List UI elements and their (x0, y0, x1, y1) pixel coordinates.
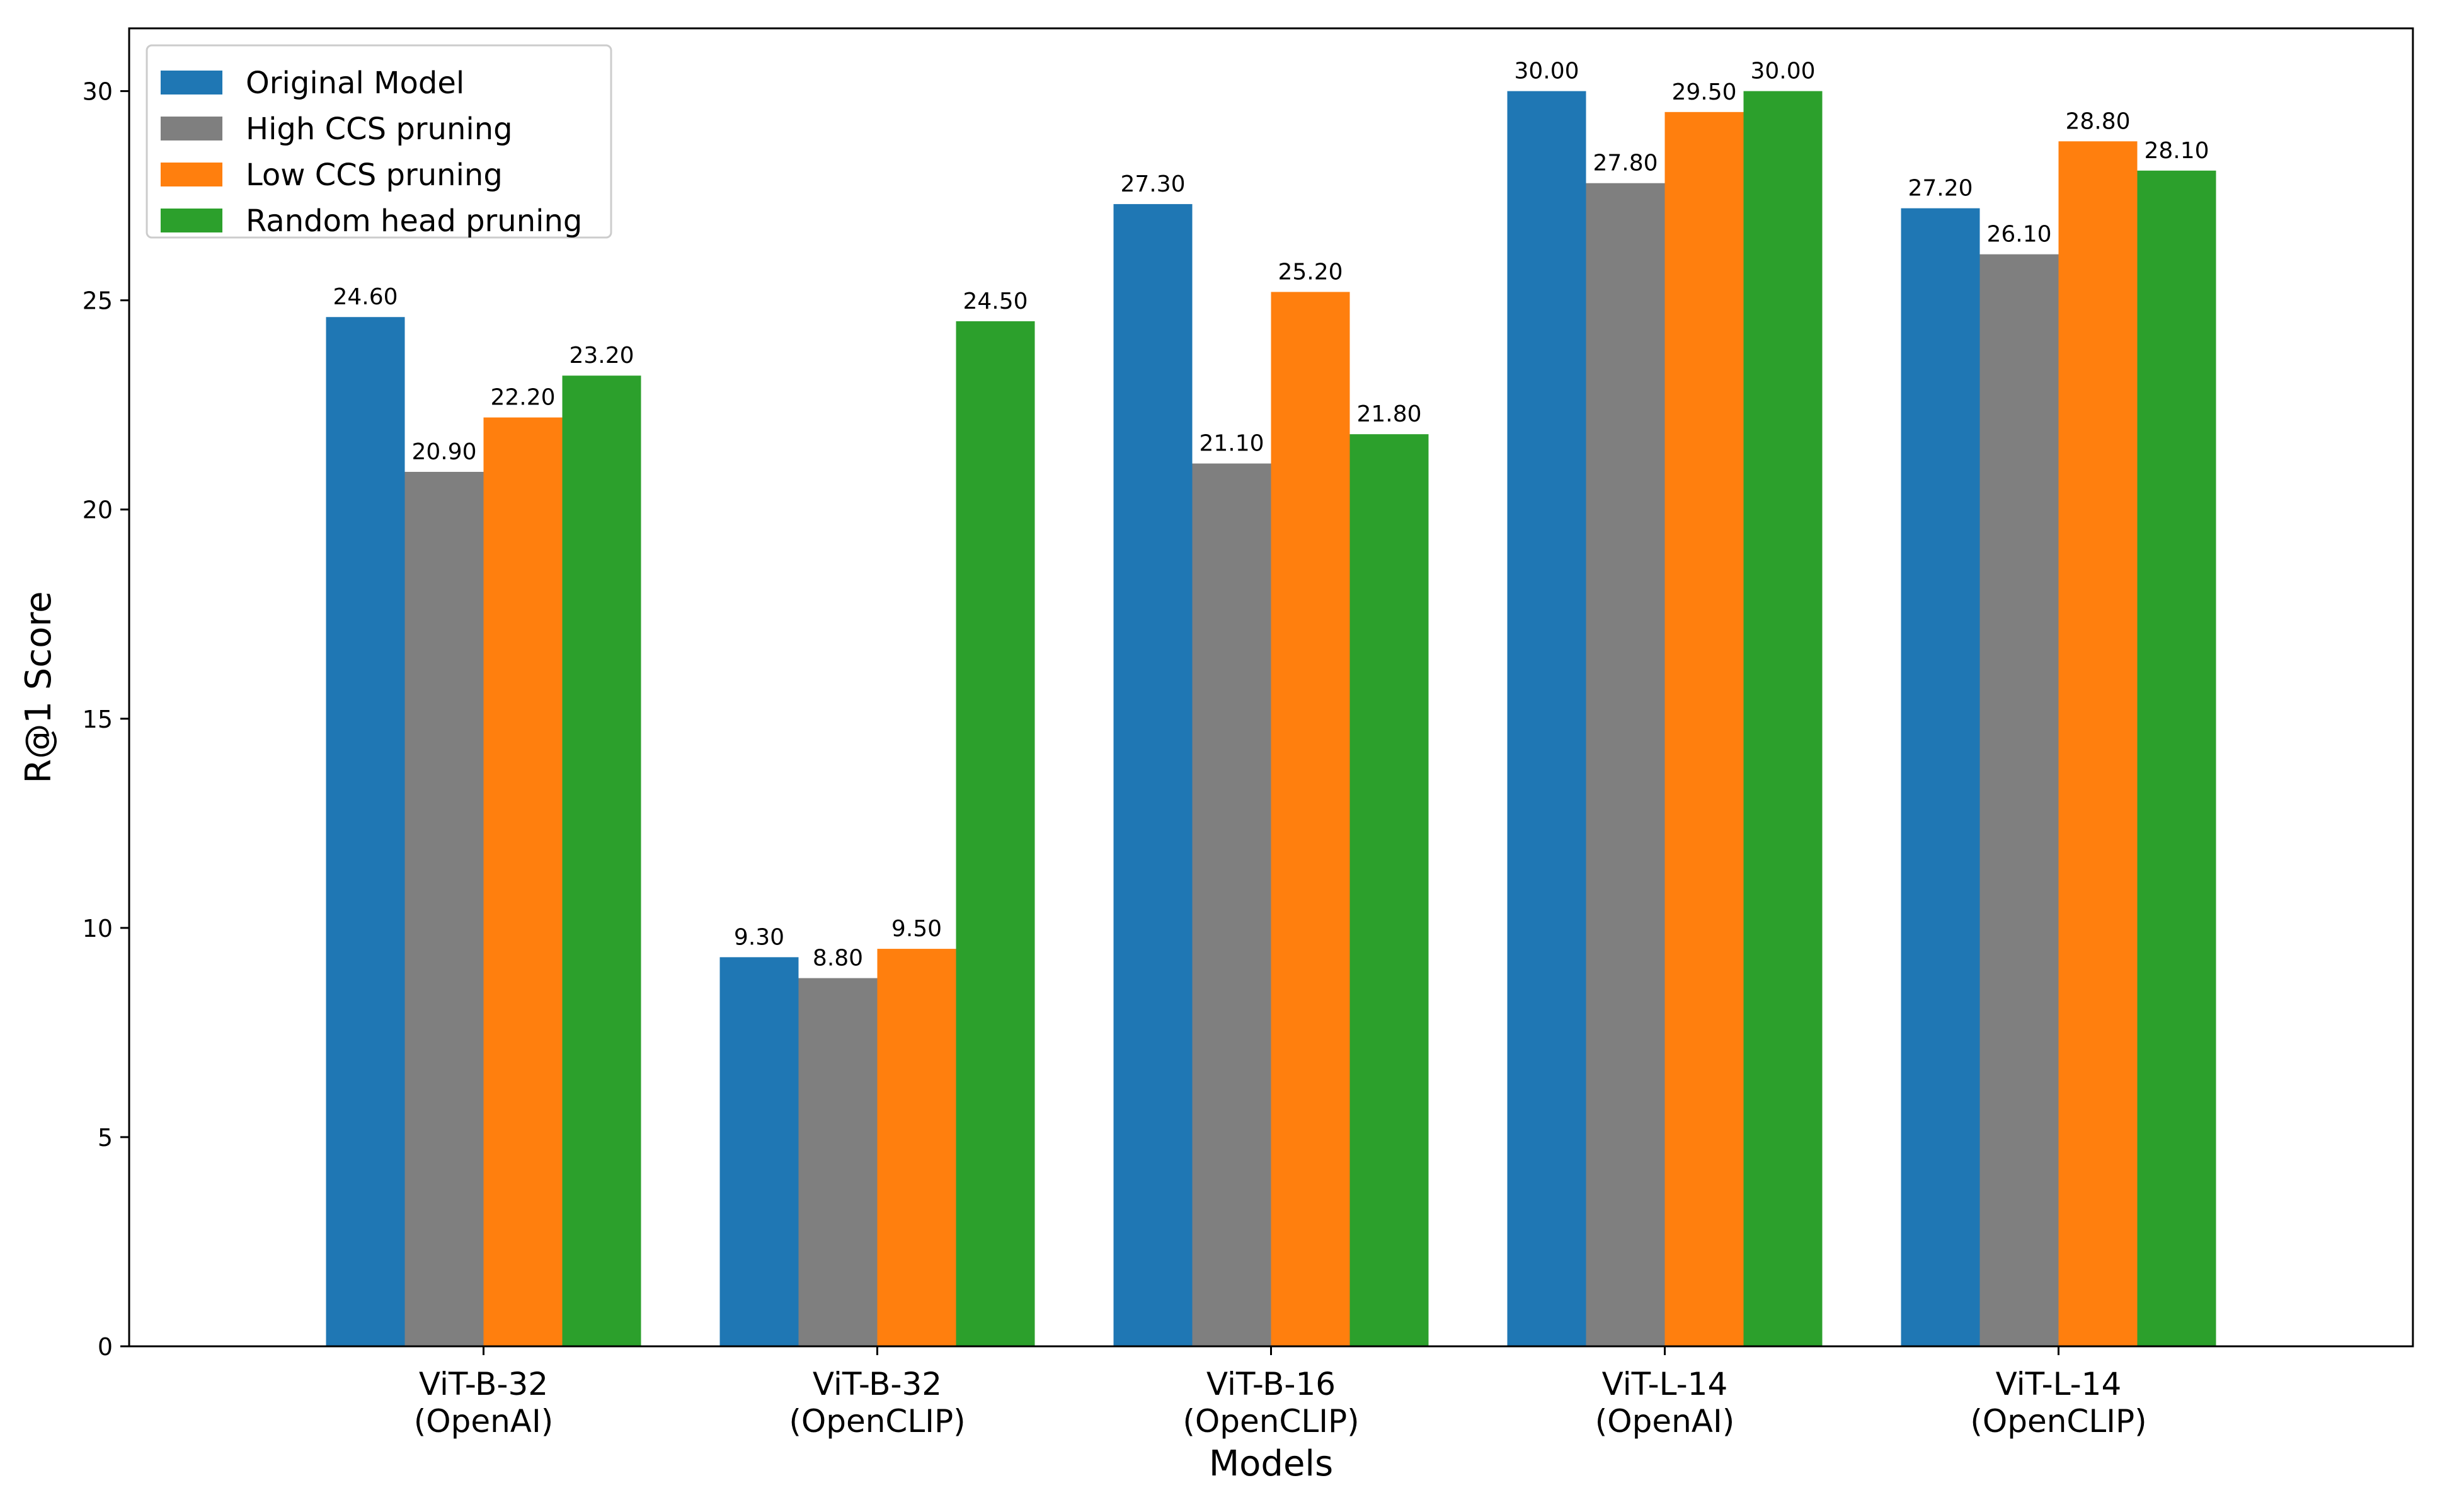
bar (1901, 208, 1980, 1347)
bar (483, 417, 563, 1346)
bar-value-label: 23.20 (569, 343, 634, 369)
bar-value-label: 9.50 (891, 916, 942, 942)
legend-swatch (161, 163, 222, 186)
y-tick-label: 30 (83, 78, 113, 106)
x-tick-label: ViT-B-32 (813, 1366, 942, 1402)
x-tick-label: (OpenCLIP) (1970, 1403, 2146, 1440)
x-axis-label: Models (1209, 1443, 1333, 1484)
legend-entry-label: High CCS pruning (246, 112, 513, 147)
x-tick-label: (OpenAI) (1595, 1403, 1735, 1440)
bar (956, 321, 1035, 1346)
legend-entry-label: Random head pruning (246, 203, 582, 239)
bar (1743, 91, 1823, 1347)
bar-value-label: 27.20 (1908, 176, 1973, 202)
bar-value-label: 8.80 (813, 946, 863, 971)
x-tick-label: ViT-L-14 (1602, 1366, 1728, 1402)
bar (798, 978, 878, 1346)
y-tick-label: 10 (83, 915, 113, 942)
x-tick-label: ViT-L-14 (1996, 1366, 2122, 1402)
y-tick-label: 20 (83, 496, 113, 524)
bar-value-label: 30.00 (1514, 59, 1579, 84)
x-tick-label: (OpenCLIP) (1183, 1403, 1359, 1440)
bar-value-label: 28.80 (2065, 108, 2130, 134)
bar (877, 949, 956, 1346)
bar-value-label: 27.80 (1593, 151, 1658, 176)
bar (719, 957, 799, 1346)
bar-value-label: 28.10 (2144, 138, 2209, 164)
bar-value-label: 29.50 (1671, 79, 1736, 105)
bar-value-label: 9.30 (734, 924, 784, 950)
legend-box (146, 44, 612, 239)
bars-layer (326, 91, 2216, 1347)
bar-value-label: 21.10 (1199, 431, 1264, 457)
legend-swatch (161, 209, 222, 232)
bar (1586, 183, 1665, 1346)
legend: Original Model High CCS pruning Low CCS pr… (146, 44, 612, 239)
bar (2137, 170, 2216, 1346)
bar-value-label: 24.50 (963, 289, 1028, 314)
bar (1507, 91, 1586, 1347)
bar (404, 471, 484, 1346)
bar-value-label: 20.90 (411, 439, 476, 465)
bar-value-label: 26.10 (1986, 222, 2051, 248)
x-axis: ViT-B-32(OpenAI)ViT-B-32(OpenCLIP)ViT-B-… (414, 1346, 2147, 1440)
bar (562, 375, 641, 1347)
bar (1664, 112, 1744, 1346)
bar (1349, 434, 1429, 1347)
value-labels-layer: 24.60 9.30 27.30 30.00 27.20 20.90 8.80 21.10 27… (333, 59, 2209, 971)
bar (326, 317, 405, 1347)
y-axis: 0 5 10 15 20 25 30 (83, 78, 129, 1361)
bar-value-label: 24.60 (333, 284, 398, 310)
y-tick-label: 5 (98, 1124, 113, 1152)
x-tick-label: ViT-B-16 (1206, 1366, 1336, 1402)
bar (1979, 254, 2059, 1347)
x-tick-label: (OpenCLIP) (789, 1403, 965, 1440)
y-tick-label: 25 (83, 287, 113, 315)
bar (2058, 141, 2138, 1346)
bar-value-label: 22.20 (490, 385, 555, 411)
bar-value-label: 25.20 (1278, 259, 1343, 285)
legend-entry-label: Low CCS pruning (246, 158, 503, 193)
x-tick-label: ViT-B-32 (419, 1366, 548, 1402)
y-tick-label: 0 (98, 1333, 113, 1361)
y-tick-label: 15 (83, 706, 113, 733)
legend-entry-label: Original Model (246, 66, 464, 101)
bar-value-label: 27.30 (1120, 171, 1185, 197)
bar-value-label: 30.00 (1750, 59, 1815, 84)
legend-swatch (161, 71, 222, 94)
y-axis-label: R@1 Score (18, 591, 59, 783)
bar-value-label: 21.80 (1356, 401, 1421, 427)
bar (1271, 292, 1350, 1346)
x-tick-label: (OpenAI) (414, 1403, 554, 1440)
bar (1113, 203, 1193, 1346)
legend-swatch (161, 117, 222, 140)
bar (1192, 463, 1271, 1346)
